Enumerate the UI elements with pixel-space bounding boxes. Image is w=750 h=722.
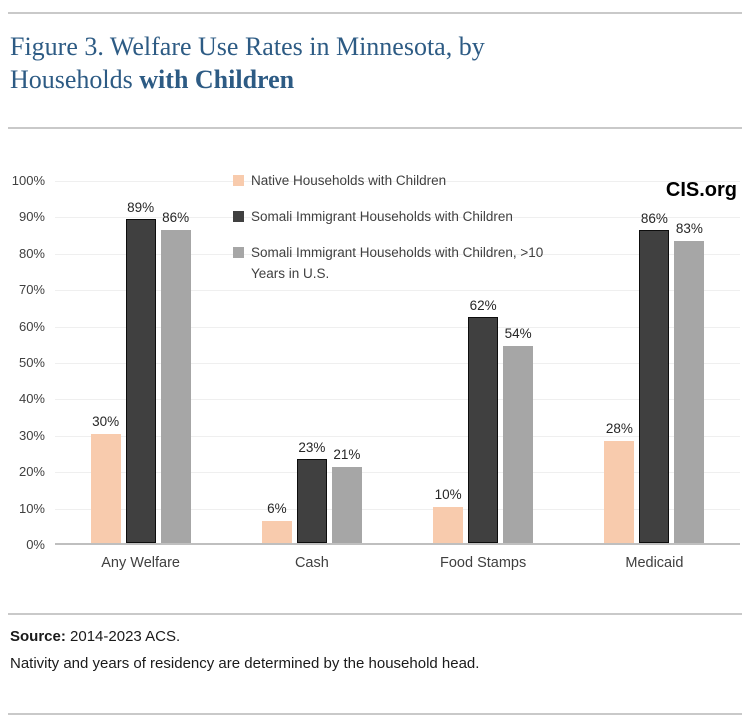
legend-label: Somali Immigrant Households with Childre… — [251, 209, 513, 224]
bar-medicaid-native-households-with-childre: 28% — [604, 421, 635, 543]
cis-org-watermark: CIS.org — [665, 179, 737, 201]
bar-value-label: 30% — [92, 413, 120, 429]
group-any-welfare: 30% 89% 86% — [55, 181, 226, 543]
category-label-cash: Cash — [294, 555, 329, 571]
category-label-any-welfare: Any Welfare — [101, 555, 180, 571]
group-medicaid: 28% 86% 83% — [569, 181, 740, 543]
bar-cash-somali-immigrant-households-wi: 21% — [331, 447, 362, 543]
title-divider — [8, 127, 742, 129]
bar-groups: 30% 89% 86% 6% 23% 21% 10% 62% 54% 28% 86% 83% — [55, 181, 740, 543]
note-line: Nativity and years of residency are dete… — [10, 655, 480, 672]
y-tick-10: 10% — [18, 500, 45, 516]
y-tick-90: 90% — [18, 209, 45, 225]
bar-value-label: 10% — [434, 486, 462, 502]
legend-label: Somali Immigrant Households with Childre… — [251, 245, 544, 281]
category-label-medicaid: Medicaid — [625, 555, 684, 571]
footer-divider — [8, 613, 742, 615]
bar-value-label: 86% — [162, 209, 190, 225]
bar-value-label: 86% — [640, 210, 668, 226]
legend-swatch-icon — [233, 175, 244, 186]
top-divider — [8, 12, 742, 14]
y-tick-80: 80% — [18, 245, 45, 261]
bar-value-label: 28% — [605, 421, 633, 437]
y-tick-70: 70% — [18, 282, 45, 298]
bar-any-welfare-native-households-with-childre: 30% — [90, 414, 121, 543]
bar-chart: 30% 89% 86% 6% 23% 21% 10% 62% 54% 28% 86% 83% Any … — [0, 135, 750, 595]
gridline-20 — [55, 472, 740, 474]
gridline-80 — [55, 253, 740, 255]
bar-medicaid-somali-immigrant-households-wi: 86% — [639, 211, 670, 543]
legend-label: Native Households with Children — [251, 173, 447, 188]
group-food-stamps: 10% 62% 54% — [398, 181, 569, 543]
legend-item-native-households-with-childre: Native Households with Children — [233, 170, 593, 191]
bar-food-stamps-native-households-with-childre: 10% — [433, 487, 464, 543]
y-tick-30: 30% — [18, 427, 45, 443]
y-tick-60: 60% — [18, 318, 45, 334]
gridline-90 — [55, 217, 740, 219]
gridline-70 — [55, 290, 740, 292]
bar-any-welfare-somali-immigrant-households-wi: 89% — [125, 200, 156, 543]
source-line: Source: 2014-2023 ACS. — [10, 628, 180, 645]
bar-value-label: 62% — [469, 298, 497, 314]
legend-swatch-icon — [233, 211, 244, 222]
bar-value-label: 83% — [675, 220, 703, 236]
legend-item-somali-immigrant-households-wi: Somali Immigrant Households with Childre… — [233, 242, 593, 284]
plot-area: 30% 89% 86% 6% 23% 21% 10% 62% 54% 28% 86% 83% — [55, 181, 740, 545]
bar-value-label: 54% — [504, 326, 532, 342]
legend-swatch-icon — [233, 247, 244, 258]
legend-item-somali-immigrant-households-wi: Somali Immigrant Households with Childre… — [233, 206, 593, 227]
chart-legend: Native Households with Children Somali Im… — [233, 170, 593, 299]
bar-value-label: 89% — [127, 200, 155, 216]
gridline-100 — [55, 181, 740, 182]
y-tick-40: 40% — [18, 391, 45, 407]
bar-value-label: 23% — [298, 440, 326, 456]
bar-value-label: 6% — [267, 501, 287, 517]
figure-title-regular: Figure 3. Welfare Use Rates in Minnesota… — [10, 32, 485, 94]
gridline-60 — [55, 326, 740, 328]
bar-medicaid-somali-immigrant-households-wi: 83% — [674, 221, 705, 543]
bar-value-label: 21% — [333, 446, 361, 462]
y-tick-100: 100% — [11, 173, 45, 188]
bar-cash-native-households-with-childre: 6% — [261, 501, 292, 543]
category-label-food-stamps: Food Stamps — [440, 555, 527, 571]
bar-cash-somali-immigrant-households-wi: 23% — [296, 440, 327, 543]
gridline-40 — [55, 399, 740, 401]
gridline-10 — [55, 508, 740, 510]
y-tick-50: 50% — [18, 355, 45, 370]
source-text: 2014-2023 ACS. — [70, 628, 181, 645]
bar-food-stamps-somali-immigrant-households-wi: 62% — [468, 298, 499, 543]
y-tick-20: 20% — [18, 464, 45, 480]
gridline-30 — [55, 435, 740, 437]
source-label: Source: — [10, 628, 66, 645]
bottom-divider — [8, 713, 742, 715]
bar-food-stamps-somali-immigrant-households-wi: 54% — [503, 326, 534, 543]
y-tick-0: 0% — [26, 537, 45, 552]
figure-title: Figure 3. Welfare Use Rates in Minnesota… — [10, 30, 610, 96]
figure-title-bold: with Children — [139, 65, 295, 94]
group-cash: 6% 23% 21% — [226, 181, 397, 543]
gridline-50 — [55, 363, 740, 364]
bar-any-welfare-somali-immigrant-households-wi: 86% — [160, 210, 191, 543]
x-axis-category-labels: Any Welfare Cash Food Stamps Medicaid — [55, 555, 740, 571]
